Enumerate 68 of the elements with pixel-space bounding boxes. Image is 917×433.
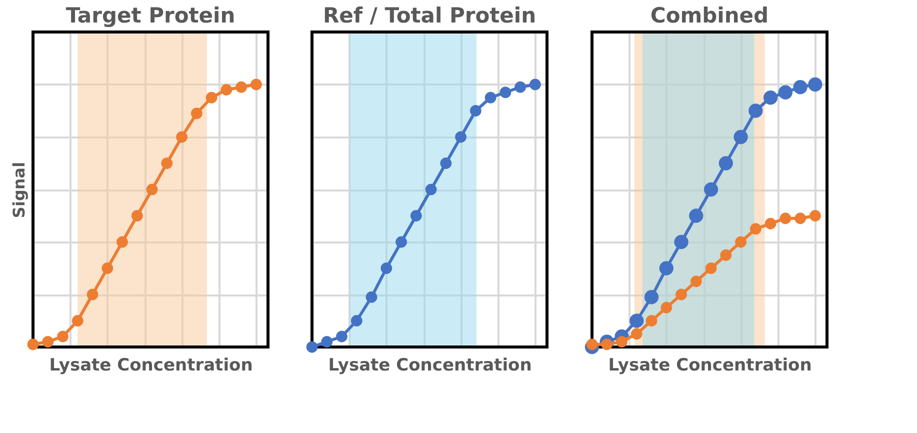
x-axis-title: Lysate Concentration <box>49 356 253 376</box>
point <box>689 208 704 223</box>
point <box>306 341 318 353</box>
point <box>206 92 218 104</box>
point <box>793 80 808 94</box>
point <box>455 131 466 143</box>
point <box>514 81 526 93</box>
point <box>720 249 732 261</box>
point <box>630 328 642 340</box>
point <box>809 210 821 222</box>
point <box>646 315 658 326</box>
point <box>425 184 437 196</box>
point <box>27 338 39 350</box>
point <box>748 104 763 118</box>
point <box>220 84 232 96</box>
point <box>321 336 333 348</box>
point <box>236 81 247 93</box>
point <box>529 78 541 90</box>
chart-title: Ref / Total Protein <box>322 4 536 28</box>
point <box>601 338 613 350</box>
point <box>176 131 188 143</box>
point <box>440 158 452 169</box>
point <box>410 210 422 222</box>
point <box>704 182 718 197</box>
point <box>764 218 776 230</box>
point <box>146 184 158 196</box>
point <box>396 236 407 248</box>
point <box>586 338 598 350</box>
point <box>659 261 674 276</box>
point <box>794 212 806 224</box>
point <box>484 92 496 104</box>
point <box>350 315 362 326</box>
x-axis-title: Lysate Concentration <box>608 356 812 376</box>
point <box>116 236 128 248</box>
point <box>644 290 659 304</box>
point <box>190 108 202 120</box>
chart-title: Target Protein <box>66 4 236 28</box>
point <box>660 302 672 314</box>
point <box>763 90 778 105</box>
point <box>57 330 68 342</box>
point <box>336 330 348 342</box>
point <box>808 77 822 92</box>
point <box>630 314 644 328</box>
point <box>735 236 746 248</box>
chart-title: Combined <box>650 4 769 28</box>
point <box>705 262 717 274</box>
point <box>780 212 792 224</box>
point <box>676 288 687 300</box>
point <box>778 85 792 100</box>
point <box>102 262 114 274</box>
point <box>72 315 84 326</box>
y-axis-title: Signal <box>10 162 28 218</box>
point <box>500 86 512 98</box>
point <box>380 262 392 274</box>
point <box>470 105 482 116</box>
point <box>161 158 173 169</box>
x-axis-title: Lysate Concentration <box>328 356 532 376</box>
point <box>718 156 733 170</box>
point <box>690 276 702 288</box>
point <box>734 130 748 144</box>
point <box>674 234 688 250</box>
point <box>366 291 378 303</box>
point <box>750 223 762 235</box>
point <box>616 336 628 348</box>
point <box>86 288 98 300</box>
point <box>42 336 54 348</box>
point <box>131 210 143 222</box>
point <box>250 78 262 90</box>
